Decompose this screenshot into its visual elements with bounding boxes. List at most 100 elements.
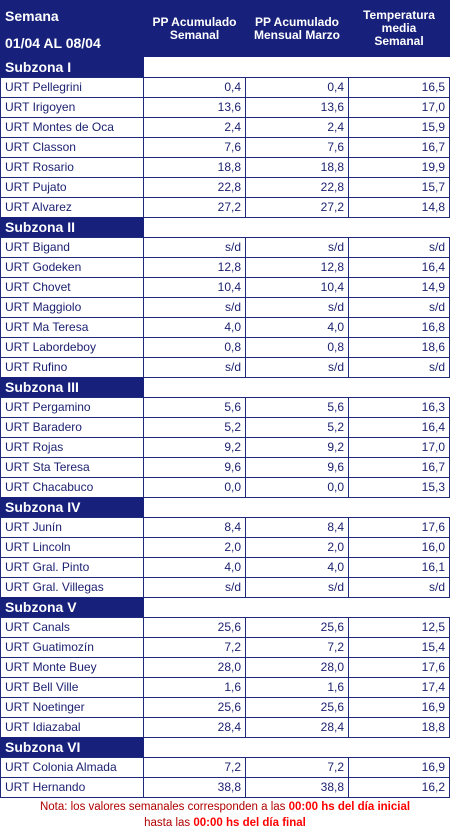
value-cell: 1,6 bbox=[143, 677, 246, 698]
value-cell: 25,6 bbox=[143, 617, 246, 638]
station-cell: URT Alvarez bbox=[0, 197, 144, 218]
value-cell: 16,2 bbox=[348, 777, 450, 798]
value-cell: 9,6 bbox=[245, 457, 349, 478]
value-cell: s/d bbox=[348, 237, 450, 258]
station-cell: URT Classon bbox=[0, 137, 144, 158]
note-text: Nota: los valores semanales corresponden… bbox=[39, 801, 289, 813]
station-cell: URT Irigoyen bbox=[0, 97, 144, 118]
column-header-line: Semanal bbox=[169, 27, 220, 42]
station-cell: URT Noetinger bbox=[0, 697, 144, 718]
value-cell: 18,6 bbox=[348, 337, 450, 358]
value-cell: 38,8 bbox=[143, 777, 246, 798]
station-cell: URT Idiazabal bbox=[0, 717, 144, 738]
week-header: Semana 01/04 AL 08/04 bbox=[0, 0, 143, 57]
value-cell: 10,4 bbox=[143, 277, 246, 298]
value-cell: 4,0 bbox=[143, 557, 246, 578]
value-cell: 22,8 bbox=[143, 177, 246, 198]
value-cell: s/d bbox=[348, 357, 450, 378]
station-cell: URT Gral. Pinto bbox=[0, 557, 144, 578]
value-cell: 15,3 bbox=[348, 477, 450, 498]
value-cell: 25,6 bbox=[245, 697, 349, 718]
station-cell: URT Pellegrini bbox=[0, 77, 144, 98]
value-cell: 7,2 bbox=[143, 637, 246, 658]
value-cell: 16,7 bbox=[348, 137, 450, 158]
value-cell: 9,6 bbox=[143, 457, 246, 478]
value-cell: 13,6 bbox=[245, 97, 349, 118]
station-cell: URT Junín bbox=[0, 517, 144, 538]
value-cell: s/d bbox=[245, 297, 349, 318]
station-cell: URT Hernando bbox=[0, 777, 144, 798]
value-cell: 4,0 bbox=[143, 317, 246, 338]
section-title: Subzona I bbox=[0, 57, 144, 78]
section-title: Subzona V bbox=[0, 597, 144, 618]
column-header: PP Acumulado Mensual Marzo bbox=[245, 0, 349, 57]
column-header-line: Mensual Marzo bbox=[253, 27, 340, 42]
station-cell: URT Sta Teresa bbox=[0, 457, 144, 478]
value-cell: 12,8 bbox=[143, 257, 246, 278]
value-cell: 25,6 bbox=[245, 617, 349, 638]
value-cell: 2,0 bbox=[143, 537, 246, 558]
value-cell: 16,3 bbox=[348, 397, 450, 418]
value-cell: 16,4 bbox=[348, 417, 450, 438]
week-label: Semana bbox=[5, 8, 59, 24]
station-cell: URT Bell Ville bbox=[0, 677, 144, 698]
value-cell: 10,4 bbox=[245, 277, 349, 298]
section-title: Subzona VI bbox=[0, 737, 144, 758]
value-cell: 14,9 bbox=[348, 277, 450, 298]
station-cell: URT Rosario bbox=[0, 157, 144, 178]
section-title: Subzona II bbox=[0, 217, 144, 238]
station-cell: URT Monte Buey bbox=[0, 657, 144, 678]
value-cell: 28,0 bbox=[143, 657, 246, 678]
value-cell: 7,6 bbox=[245, 137, 349, 158]
value-cell: 7,2 bbox=[245, 637, 349, 658]
value-cell: 5,6 bbox=[143, 397, 246, 418]
value-cell: 0,4 bbox=[143, 77, 246, 98]
value-cell: 0,0 bbox=[245, 477, 349, 498]
value-cell: 15,7 bbox=[348, 177, 450, 198]
value-cell: s/d bbox=[143, 357, 246, 378]
station-cell: URT Gral. Villegas bbox=[0, 577, 144, 598]
value-cell: 18,8 bbox=[348, 717, 450, 738]
value-cell: 8,4 bbox=[143, 517, 246, 538]
note-line: hasta las 00:00 hs del día final bbox=[0, 815, 450, 831]
note-emphasis: 00:00 hs del día inicial bbox=[288, 801, 411, 813]
column-header-line: PP Acumulado bbox=[152, 14, 237, 29]
value-cell: 7,2 bbox=[245, 757, 349, 778]
value-cell: 18,8 bbox=[143, 157, 246, 178]
note-line: Nota: los valores semanales corresponden… bbox=[0, 799, 450, 815]
value-cell: 28,4 bbox=[245, 717, 349, 738]
station-cell: URT Chacabuco bbox=[0, 477, 144, 498]
value-cell: 17,4 bbox=[348, 677, 450, 698]
station-cell: URT Pergamino bbox=[0, 397, 144, 418]
column-header: PP Acumulado Semanal bbox=[143, 0, 246, 57]
value-cell: 14,8 bbox=[348, 197, 450, 218]
value-cell: 28,0 bbox=[245, 657, 349, 678]
value-cell: 7,2 bbox=[143, 757, 246, 778]
column-header: Temperatura media Semanal bbox=[348, 0, 450, 57]
value-cell: 19,9 bbox=[348, 157, 450, 178]
note-text: hasta las bbox=[144, 817, 194, 829]
station-cell: URT Canals bbox=[0, 617, 144, 638]
value-cell: 5,2 bbox=[245, 417, 349, 438]
station-cell: URT Pujato bbox=[0, 177, 144, 198]
station-cell: URT Lincoln bbox=[0, 537, 144, 558]
value-cell: 1,6 bbox=[245, 677, 349, 698]
value-cell: s/d bbox=[348, 297, 450, 318]
value-cell: 16,9 bbox=[348, 697, 450, 718]
value-cell: 16,7 bbox=[348, 457, 450, 478]
value-cell: s/d bbox=[245, 577, 349, 598]
week-range: 01/04 AL 08/04 bbox=[5, 35, 101, 51]
value-cell: 17,6 bbox=[348, 517, 450, 538]
value-cell: s/d bbox=[348, 577, 450, 598]
column-header-line: Temperatura bbox=[363, 8, 435, 22]
value-cell: 15,9 bbox=[348, 117, 450, 138]
station-cell: URT Colonia Almada bbox=[0, 757, 144, 778]
value-cell: 0,0 bbox=[143, 477, 246, 498]
value-cell: 15,4 bbox=[348, 637, 450, 658]
value-cell: 16,8 bbox=[348, 317, 450, 338]
note: Nota: los valores semanales corresponden… bbox=[0, 797, 450, 833]
station-cell: URT Ma Teresa bbox=[0, 317, 144, 338]
station-cell: URT Rojas bbox=[0, 437, 144, 458]
column-header-line: media bbox=[381, 21, 417, 35]
value-cell: 2,0 bbox=[245, 537, 349, 558]
